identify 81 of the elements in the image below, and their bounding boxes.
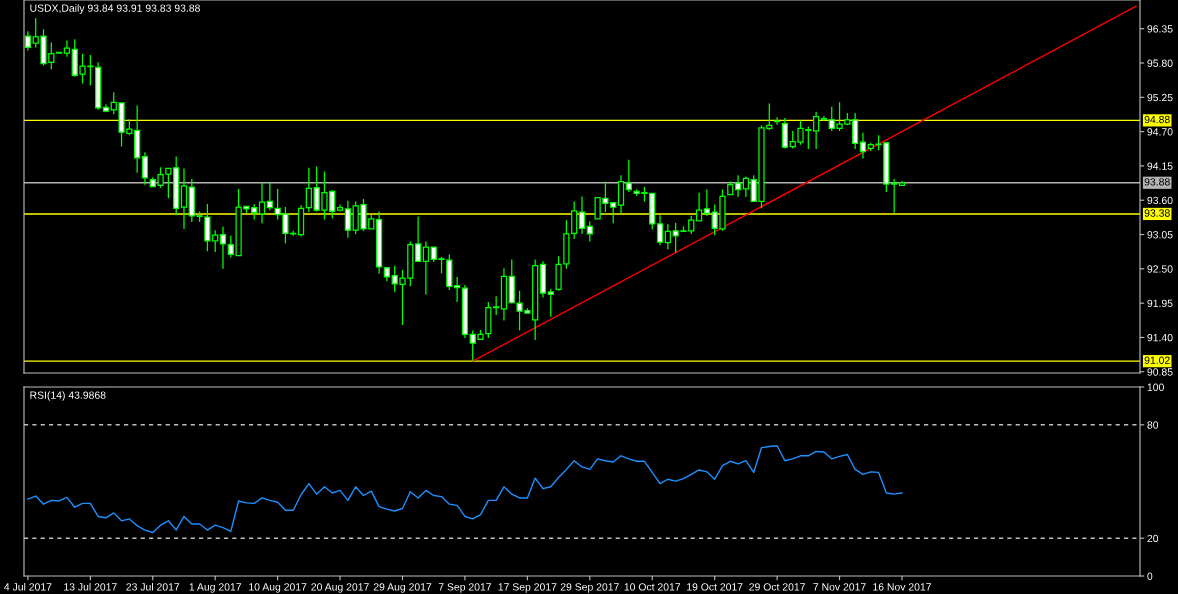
x-tick-label: 17 Sep 2017 xyxy=(498,583,557,593)
x-tick-label: 13 Jul 2017 xyxy=(64,582,117,591)
candlestick xyxy=(180,167,188,230)
candlestick xyxy=(344,200,351,239)
candlestick xyxy=(383,266,391,282)
y-tick-label: 90.85 xyxy=(1147,368,1173,376)
candlestick xyxy=(266,182,273,211)
y-tick-label: 93.60 xyxy=(1147,196,1173,205)
candlestick xyxy=(703,188,710,217)
y-tick-label: 91.40 xyxy=(1147,333,1173,342)
candlestick xyxy=(781,117,789,150)
candlestick xyxy=(422,240,430,296)
candlestick xyxy=(454,276,461,303)
y-tick-label: 94.70 xyxy=(1147,128,1173,136)
x-tick-label: 7 Sep 2017 xyxy=(438,583,492,593)
candlestick xyxy=(773,116,781,126)
candlestick xyxy=(539,260,547,299)
ref-line-label: 93.38 xyxy=(1144,209,1170,217)
candlestick xyxy=(414,215,422,263)
x-tick-label: 10 Oct 2017 xyxy=(624,583,681,591)
candlestick xyxy=(305,167,312,213)
candlestick xyxy=(219,225,227,270)
candlestick xyxy=(734,174,742,198)
candlestick xyxy=(141,151,149,186)
y-tick-label: 95.25 xyxy=(1147,93,1173,102)
candlestick xyxy=(297,204,305,238)
y-tick-label: 91.95 xyxy=(1147,299,1173,308)
candlestick xyxy=(898,180,906,187)
y-tick-label: 20 xyxy=(1147,534,1159,543)
candlestick xyxy=(500,267,508,322)
candlestick xyxy=(461,284,469,339)
y-tick-label: 80 xyxy=(1147,421,1159,429)
y-tick-label: 93.05 xyxy=(1147,231,1173,239)
ref-line-label: 93.88 xyxy=(1144,178,1170,186)
x-tick-label: 7 Nov 2017 xyxy=(813,583,866,591)
candlestick xyxy=(617,174,625,214)
candlestick xyxy=(493,295,500,316)
y-tick-label: 94.15 xyxy=(1147,162,1173,170)
candlestick xyxy=(852,112,859,150)
candlestick xyxy=(742,175,750,198)
candlestick xyxy=(102,103,110,113)
candlestick xyxy=(547,288,554,318)
candlestick xyxy=(656,214,664,246)
x-tick-label: 1 Aug 2017 xyxy=(189,583,242,593)
y-tick-label: 95.80 xyxy=(1147,59,1173,67)
candlestick xyxy=(336,203,344,213)
x-tick-label: 10 Aug 2017 xyxy=(249,583,307,593)
candlestick xyxy=(820,115,828,122)
y-tick-label: 96.35 xyxy=(1147,25,1173,33)
x-tick-label: 20 Aug 2017 xyxy=(311,583,369,593)
candlestick xyxy=(578,195,586,235)
chart-title: RSI(14) 43.9868 xyxy=(30,391,106,401)
candlestick xyxy=(695,192,703,222)
candlestick xyxy=(375,210,383,275)
ref-line-label: 91.02 xyxy=(1144,356,1170,364)
x-tick-label: 29 Aug 2017 xyxy=(373,583,432,593)
x-tick-label: 29 Oct 2017 xyxy=(749,583,805,591)
candlestick xyxy=(555,255,562,292)
x-tick-label: 4 Jul 2017 xyxy=(4,582,52,591)
candlestick xyxy=(63,39,71,58)
candlestick xyxy=(727,180,734,196)
x-tick-label: 23 Jul 2017 xyxy=(126,582,180,591)
y-tick-label: 100 xyxy=(1147,383,1164,391)
candlestick xyxy=(813,111,820,150)
candlestick xyxy=(664,223,671,251)
candlestick xyxy=(625,159,632,193)
x-tick-label: 29 Sep 2017 xyxy=(560,583,619,593)
ref-line-label: 94.88 xyxy=(1144,115,1170,124)
candlestick xyxy=(258,182,266,224)
candlestick xyxy=(24,30,32,52)
line-series xyxy=(27,445,903,534)
x-tick-label: 19 Oct 2017 xyxy=(687,583,743,591)
candlestick xyxy=(55,51,63,55)
x-tick-label: 16 Nov 2017 xyxy=(873,583,931,591)
candlestick xyxy=(859,132,867,160)
y-tick-label: 0 xyxy=(1147,572,1153,580)
y-tick-label: 92.50 xyxy=(1147,265,1173,273)
candlestick xyxy=(485,301,492,339)
chart-title: USDX,Daily 93.84 93.91 93.83 93.88 xyxy=(30,4,200,14)
candlestick xyxy=(95,61,102,111)
candlestick xyxy=(586,220,593,243)
